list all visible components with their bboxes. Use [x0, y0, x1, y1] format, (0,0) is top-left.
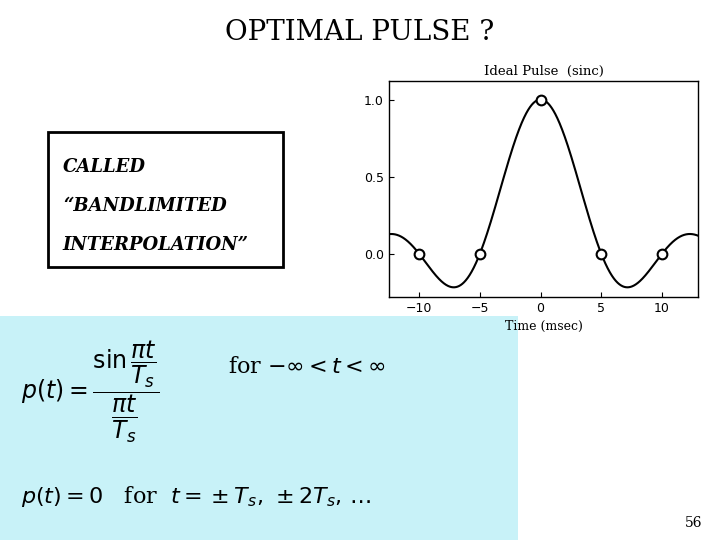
Text: CALLED: CALLED — [63, 158, 145, 176]
Title: Ideal Pulse  (sinc): Ideal Pulse (sinc) — [484, 65, 603, 78]
Text: “BANDLIMITED: “BANDLIMITED — [63, 197, 227, 215]
Text: 56: 56 — [685, 516, 702, 530]
Text: INTERPOLATION”: INTERPOLATION” — [63, 237, 249, 254]
Text: $p(t) = 0$   for  $t = \pm T_s,\, \pm 2T_s,\,\ldots$: $p(t) = 0$ for $t = \pm T_s,\, \pm 2T_s,… — [21, 484, 372, 509]
FancyBboxPatch shape — [48, 132, 283, 267]
Text: $p(t) = \dfrac{\sin\dfrac{\pi t}{T_s}}{\dfrac{\pi t}{T_s}}$: $p(t) = \dfrac{\sin\dfrac{\pi t}{T_s}}{\… — [21, 338, 159, 445]
Text: for $-\infty < t < \infty$: for $-\infty < t < \infty$ — [228, 356, 386, 378]
Text: OPTIMAL PULSE ?: OPTIMAL PULSE ? — [225, 19, 495, 46]
X-axis label: Time (msec): Time (msec) — [505, 320, 582, 333]
